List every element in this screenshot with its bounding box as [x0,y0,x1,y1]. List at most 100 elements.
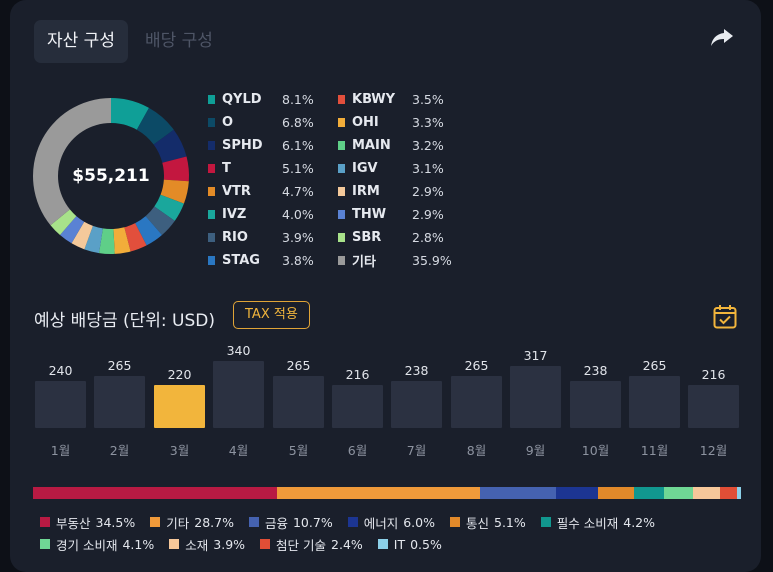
month-bar[interactable] [510,366,561,428]
month-label: 3월 [169,443,190,458]
month-bar[interactable] [629,376,680,428]
legend-ticker: VTR [222,184,251,199]
legend-swatch [338,233,345,242]
sector-name: 필수 소비재 [556,515,619,531]
holdings-legend-col1: QYLD 8.1% O 6.8% SPHD 6.1% T 5.1% VTR 4.7% IVZ 4.0%… [208,88,314,272]
bar-value-label: 216 [701,367,726,382]
sector-percent: 0.5% [410,536,442,552]
sector-segment [692,487,721,499]
sector-name: IT [393,536,406,552]
legend-ticker: IGV [352,161,378,176]
legend-percent: 3.8% [282,253,314,268]
sector-name: 경기 소비재 [56,537,118,553]
sector-name: 에너지 [363,515,399,531]
legend-item-t: T 5.1% [208,157,314,180]
sector-percent: 28.7% [194,514,234,530]
sector-legend-item: 금융 10.7% [248,511,333,533]
donut-slice-igv[interactable] [84,225,103,254]
donut-slice-ohi[interactable] [113,227,131,254]
month-label: 11월 [640,443,669,458]
legend-percent: 35.9% [412,253,452,268]
portfolio-card: 자산 구성 배당 구성 $55,211 QYLD 8.1% O 6.8% SPHD 6.1… [10,0,761,572]
legend-percent: 4.7% [282,184,314,199]
month-bar[interactable] [688,385,739,428]
legend-percent: 6.1% [282,138,314,153]
donut-slice-rio[interactable] [145,206,175,236]
sector-name: 부동산 [56,515,91,531]
donut-slice-ivz[interactable] [154,194,184,221]
asset-donut-chart: $55,211 [32,97,190,255]
sector-segment [663,487,693,499]
legend-ticker: STAG [222,253,260,268]
legend-swatch [208,233,215,242]
donut-slice-main[interactable] [99,228,115,255]
legend-swatch [338,95,345,104]
tab-asset-composition[interactable]: 자산 구성 [34,20,128,63]
donut-slice-sbr[interactable] [50,209,77,236]
donut-slice-qyld[interactable] [111,98,149,130]
share-icon[interactable] [709,24,735,50]
bar-value-label: 265 [464,358,489,373]
legend-swatch [208,118,215,127]
month-bar[interactable] [273,376,324,428]
sector-legend-item: 에너지 6.0% [347,511,435,533]
donut-slice-vtr[interactable] [160,179,189,204]
donut-slice-stag[interactable] [135,216,162,246]
sector-percent: 2.4% [331,536,363,552]
month-label: 9월 [525,443,546,458]
legend-item-thw: THW 2.9% [338,203,452,226]
bar-value-label: 317 [523,348,548,363]
month-bar[interactable] [451,376,502,428]
legend-ticker: RIO [222,230,248,245]
legend-item-o: O 6.8% [208,111,314,134]
donut-slice-기타[interactable] [32,98,111,226]
sector-segment [598,487,635,499]
month-label: 1월 [50,443,71,458]
month-bar[interactable] [35,381,86,428]
legend-ticker: OHI [352,115,379,130]
bar-value-label: 265 [107,358,132,373]
sector-swatch [169,539,180,549]
legend-swatch [208,256,215,265]
donut-slice-irm[interactable] [71,221,93,250]
month-bar[interactable] [391,381,442,428]
calendar-icon[interactable] [713,304,737,329]
month-bar[interactable] [332,385,383,428]
sector-swatch [40,517,50,527]
month-label: 12월 [699,443,728,458]
month-bar[interactable] [213,361,264,428]
sector-segment [480,487,556,499]
month-label: 2월 [109,443,130,458]
portfolio-total: $55,211 [72,166,150,186]
tab-dividend-composition[interactable]: 배당 구성 [144,31,213,51]
legend-swatch [208,164,215,173]
donut-slice-thw[interactable] [60,216,85,244]
sector-name: 소재 [185,537,209,553]
donut-slice-kbwy[interactable] [124,223,147,252]
legend-swatch [208,210,215,219]
legend-item-ivz: IVZ 4.0% [208,203,314,226]
bar-value-label: 265 [642,358,667,373]
sector-swatch [40,539,50,549]
donut-slice-o[interactable] [136,107,174,145]
legend-percent: 2.9% [412,207,444,222]
month-bar[interactable] [94,376,145,428]
legend-item-sphd: SPHD 6.1% [208,134,314,157]
donut-slice-sphd[interactable] [153,129,187,163]
month-bar[interactable] [154,385,205,428]
month-bar[interactable] [570,381,621,428]
tax-applied-button[interactable]: TAX 적용 [233,301,310,329]
legend-swatch [338,141,345,150]
sector-stacked-bar [33,487,741,499]
sector-percent: 6.0% [403,514,435,530]
sector-swatch [150,517,161,527]
bar-value-label: 216 [345,367,370,382]
sector-name: 첨단 기술 [276,537,327,553]
bar-value-label: 238 [404,363,429,378]
sector-percent: 10.7% [292,514,333,530]
legend-item-sbr: SBR 2.8% [338,226,452,249]
donut-slice-t[interactable] [162,156,189,182]
sector-percent: 4.2% [623,514,656,530]
legend-item-irm: IRM 2.9% [338,180,452,203]
legend-ticker: KBWY [352,92,396,107]
